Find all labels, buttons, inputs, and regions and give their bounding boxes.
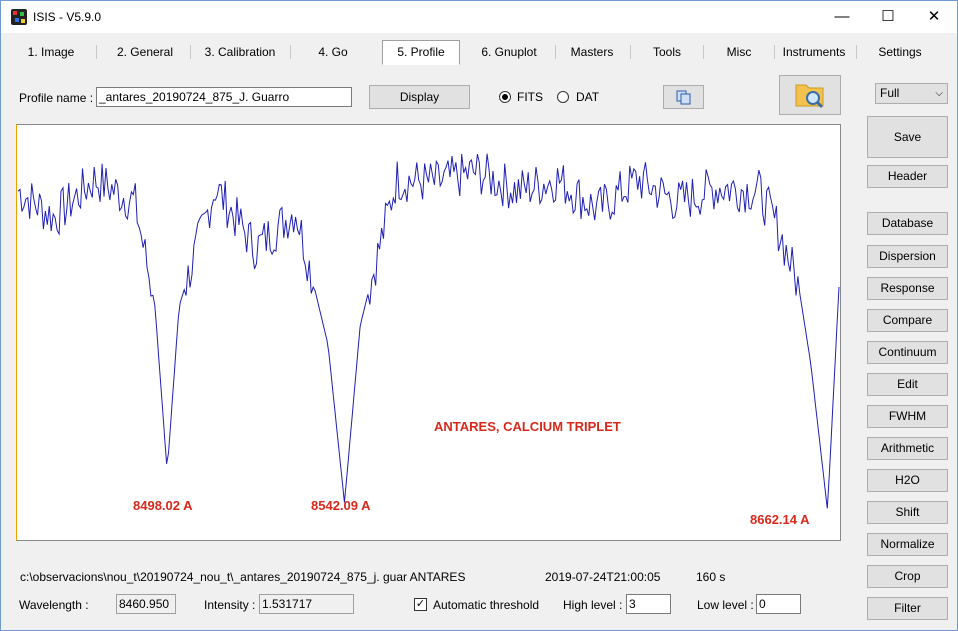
database-button[interactable]: Database [867, 212, 948, 235]
shift-button[interactable]: Shift [867, 501, 948, 524]
display-button[interactable]: Display [369, 85, 470, 109]
spectrum-chart [17, 153, 840, 509]
open-file-button[interactable] [779, 75, 841, 115]
response-button[interactable]: Response [867, 277, 948, 300]
copy-icon [676, 90, 691, 105]
file-path-label: c:\observacions\nou_t\20190724_nou_t\_an… [20, 570, 466, 584]
close-icon[interactable]: ✕ [927, 8, 941, 25]
tab-masters[interactable]: Masters [570, 45, 614, 59]
tab-misc[interactable]: Misc [726, 45, 752, 59]
auto-threshold-checkbox[interactable]: ✓ [414, 598, 427, 611]
zoom-select-value: Full [880, 86, 900, 100]
exposure-label: 160 s [696, 570, 726, 584]
zoom-select[interactable]: Full ⌵ [875, 83, 948, 104]
crop-button[interactable]: Crop [867, 565, 948, 588]
normalize-button[interactable]: Normalize [867, 533, 948, 556]
compare-button[interactable]: Compare [867, 309, 948, 332]
arithmetic-button[interactable]: Arithmetic [867, 437, 948, 460]
profile-name-label: Profile name : [19, 91, 94, 105]
copy-button[interactable] [663, 85, 704, 109]
low-level-input[interactable]: 0 [756, 594, 801, 614]
tab-general[interactable]: 2. General [116, 45, 174, 59]
edit-button[interactable]: Edit [867, 373, 948, 396]
save-button[interactable]: Save [867, 116, 948, 158]
tab-profile[interactable]: 5. Profile [382, 40, 460, 65]
line1-annotation: 8498.02 A [133, 498, 193, 513]
fits-radio[interactable] [499, 91, 511, 103]
date-label: 2019-07-24T21:00:05 [545, 570, 661, 584]
intensity-label: Intensity : [204, 598, 256, 612]
auto-threshold-label: Automatic threshold [433, 598, 540, 612]
line3-annotation: 8662.14 A [750, 512, 810, 527]
maximize-icon[interactable]: ☐ [881, 8, 895, 25]
main-tabs: 1. Image 2. General 3. Calibration 4. Go… [1, 37, 957, 67]
window-title: ISIS - V5.9.0 [33, 10, 102, 24]
title-bar: ISIS - V5.9.0 — ☐ ✕ [1, 1, 957, 33]
tab-image[interactable]: 1. Image [27, 45, 75, 59]
intensity-field: 1.531717 [259, 594, 354, 614]
low-level-label: Low level : [697, 598, 754, 612]
high-level-input[interactable]: 3 [626, 594, 671, 614]
dat-radio-label: DAT [576, 90, 600, 104]
isis-app-icon [11, 9, 27, 25]
wavelength-field: 8460.950 [116, 594, 176, 614]
tab-settings[interactable]: Settings [878, 45, 922, 59]
minimize-icon[interactable]: — [834, 8, 850, 25]
line2-annotation: 8542.09 A [311, 498, 371, 513]
spectrum-plot[interactable]: ANTARES, CALCIUM TRIPLET 8498.02 A 8542.… [16, 124, 841, 541]
h2o-button[interactable]: H2O [867, 469, 948, 492]
tab-instruments[interactable]: Instruments [782, 45, 846, 59]
tab-go[interactable]: 4. Go [318, 45, 348, 59]
continuum-button[interactable]: Continuum [867, 341, 948, 364]
header-button[interactable]: Header [867, 165, 948, 188]
tab-tools[interactable]: Tools [652, 45, 681, 59]
tab-calibration[interactable]: 3. Calibration [204, 45, 276, 59]
plot-title-annotation: ANTARES, CALCIUM TRIPLET [434, 419, 621, 434]
dispersion-button[interactable]: Dispersion [867, 245, 948, 268]
profile-name-input[interactable]: _antares_20190724_875_J. Guarro [96, 87, 352, 107]
wavelength-label: Wavelength : [19, 598, 89, 612]
tab-gnuplot[interactable]: 6. Gnuplot [481, 45, 537, 59]
spectrum-series-line [17, 153, 840, 509]
filter-button[interactable]: Filter [867, 597, 948, 620]
high-level-label: High level : [563, 598, 623, 612]
fwhm-button[interactable]: FWHM [867, 405, 948, 428]
fits-radio-label: FITS [517, 90, 543, 104]
folder-search-icon [795, 84, 824, 109]
chevron-down-icon: ⌵ [935, 88, 943, 99]
dat-radio[interactable] [557, 91, 569, 103]
